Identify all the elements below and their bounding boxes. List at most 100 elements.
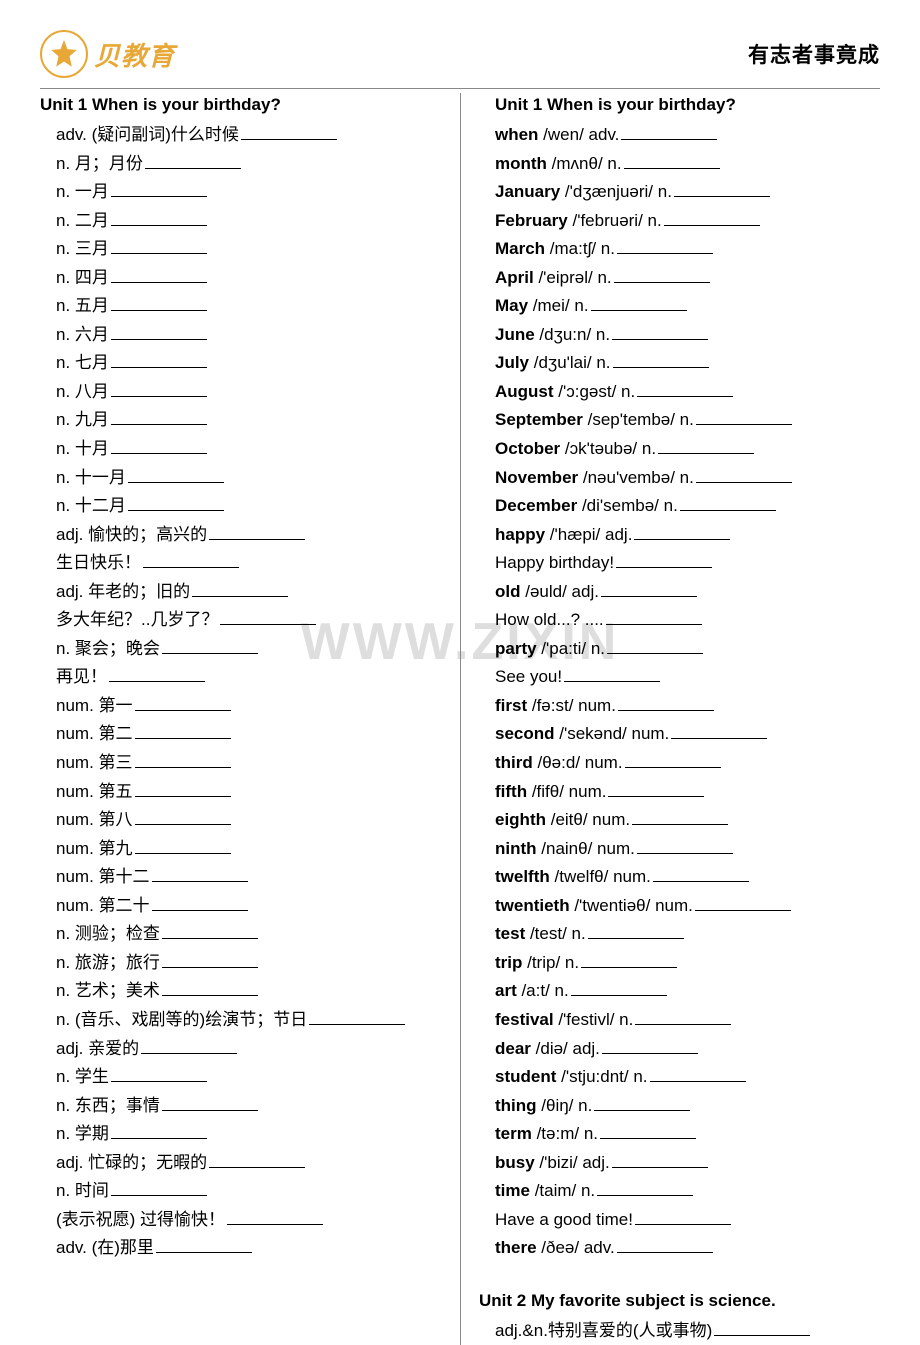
blank-line[interactable] <box>152 894 248 911</box>
blank-line[interactable] <box>111 408 207 425</box>
vocab-row: old /əuld/ adj. <box>479 578 880 607</box>
vocab-row: party /'pa:ti/ n. <box>479 635 880 664</box>
blank-line[interactable] <box>135 837 231 854</box>
right-column: Unit 1 When is your birthday? when /wen/… <box>460 93 880 1345</box>
blank-line[interactable] <box>111 294 207 311</box>
blank-line[interactable] <box>209 523 305 540</box>
vocab-word: festival <box>495 1010 554 1029</box>
blank-line[interactable] <box>135 722 231 739</box>
blank-line[interactable] <box>145 152 241 169</box>
blank-line[interactable] <box>111 1065 207 1082</box>
blank-line[interactable] <box>162 951 258 968</box>
vocab-word: time <box>495 1181 530 1200</box>
vocab-word: twentieth <box>495 896 570 915</box>
blank-line[interactable] <box>695 894 791 911</box>
blank-line[interactable] <box>671 722 767 739</box>
blank-line[interactable] <box>612 1151 708 1168</box>
blank-line[interactable] <box>635 1008 731 1025</box>
blank-line[interactable] <box>128 466 224 483</box>
blank-line[interactable] <box>581 951 677 968</box>
blank-line[interactable] <box>135 808 231 825</box>
blank-line[interactable] <box>696 466 792 483</box>
blank-line[interactable] <box>634 523 730 540</box>
blank-line[interactable] <box>162 637 258 654</box>
blank-line[interactable] <box>220 608 316 625</box>
blank-line[interactable] <box>111 237 207 254</box>
blank-line[interactable] <box>617 237 713 254</box>
blank-line[interactable] <box>143 551 239 568</box>
vocab-label: num. 第二十 <box>40 892 150 921</box>
vocab-label: num. 第三 <box>40 749 133 778</box>
blank-line[interactable] <box>111 266 207 283</box>
blank-line[interactable] <box>601 580 697 597</box>
blank-line[interactable] <box>162 979 258 996</box>
blank-line[interactable] <box>309 1008 405 1025</box>
blank-line[interactable] <box>696 408 792 425</box>
blank-line[interactable] <box>162 922 258 939</box>
blank-line[interactable] <box>135 694 231 711</box>
blank-line[interactable] <box>135 780 231 797</box>
blank-line[interactable] <box>613 351 709 368</box>
blank-line[interactable] <box>674 180 770 197</box>
blank-line[interactable] <box>591 294 687 311</box>
blank-line[interactable] <box>156 1236 252 1253</box>
blank-line[interactable] <box>624 152 720 169</box>
blank-line[interactable] <box>618 694 714 711</box>
blank-line[interactable] <box>653 865 749 882</box>
blank-line[interactable] <box>152 865 248 882</box>
blank-line[interactable] <box>612 323 708 340</box>
blank-line[interactable] <box>607 637 703 654</box>
blank-line[interactable] <box>111 351 207 368</box>
blank-line[interactable] <box>111 1122 207 1139</box>
blank-line[interactable] <box>614 266 710 283</box>
blank-line[interactable] <box>664 209 760 226</box>
blank-line[interactable] <box>111 209 207 226</box>
blank-line[interactable] <box>111 1179 207 1196</box>
blank-line[interactable] <box>109 665 205 682</box>
blank-line[interactable] <box>602 1037 698 1054</box>
blank-line[interactable] <box>597 1179 693 1196</box>
blank-line[interactable] <box>637 837 733 854</box>
blank-line[interactable] <box>111 437 207 454</box>
blank-line[interactable] <box>621 123 717 140</box>
vocab-label: eighth /eitθ/ num. <box>479 806 630 835</box>
blank-line[interactable] <box>617 1236 713 1253</box>
blank-line[interactable] <box>128 494 224 511</box>
blank-line[interactable] <box>588 922 684 939</box>
blank-line[interactable] <box>135 751 231 768</box>
blank-line[interactable] <box>637 380 733 397</box>
blank-line[interactable] <box>192 580 288 597</box>
vocab-label: fifth /fifθ/ num. <box>479 778 606 807</box>
vocab-row: n. (音乐、戏剧等的)绘演节；节日 <box>40 1006 448 1035</box>
blank-line[interactable] <box>714 1319 810 1336</box>
blank-line[interactable] <box>625 751 721 768</box>
blank-line[interactable] <box>209 1151 305 1168</box>
blank-line[interactable] <box>111 323 207 340</box>
blank-line[interactable] <box>600 1122 696 1139</box>
blank-line[interactable] <box>608 780 704 797</box>
blank-line[interactable] <box>616 551 712 568</box>
vocab-row: festival /'festivl/ n. <box>479 1006 880 1035</box>
vocab-word: twelfth <box>495 867 550 886</box>
vocab-label: n. 八月 <box>40 378 109 407</box>
blank-line[interactable] <box>241 123 337 140</box>
blank-line[interactable] <box>632 808 728 825</box>
blank-line[interactable] <box>111 180 207 197</box>
logo-area: 贝教育 <box>40 30 175 78</box>
blank-line[interactable] <box>658 437 754 454</box>
blank-line[interactable] <box>141 1037 237 1054</box>
blank-line[interactable] <box>680 494 776 511</box>
blank-line[interactable] <box>635 1208 731 1225</box>
vocab-row: n. 十月 <box>40 435 448 464</box>
vocab-word: thing <box>495 1096 537 1115</box>
vocab-word: when <box>495 125 538 144</box>
blank-line[interactable] <box>650 1065 746 1082</box>
blank-line[interactable] <box>162 1094 258 1111</box>
blank-line[interactable] <box>227 1208 323 1225</box>
blank-line[interactable] <box>594 1094 690 1111</box>
blank-line[interactable] <box>564 665 660 682</box>
vocab-word: ninth <box>495 839 537 858</box>
blank-line[interactable] <box>111 380 207 397</box>
blank-line[interactable] <box>606 608 702 625</box>
blank-line[interactable] <box>571 979 667 996</box>
